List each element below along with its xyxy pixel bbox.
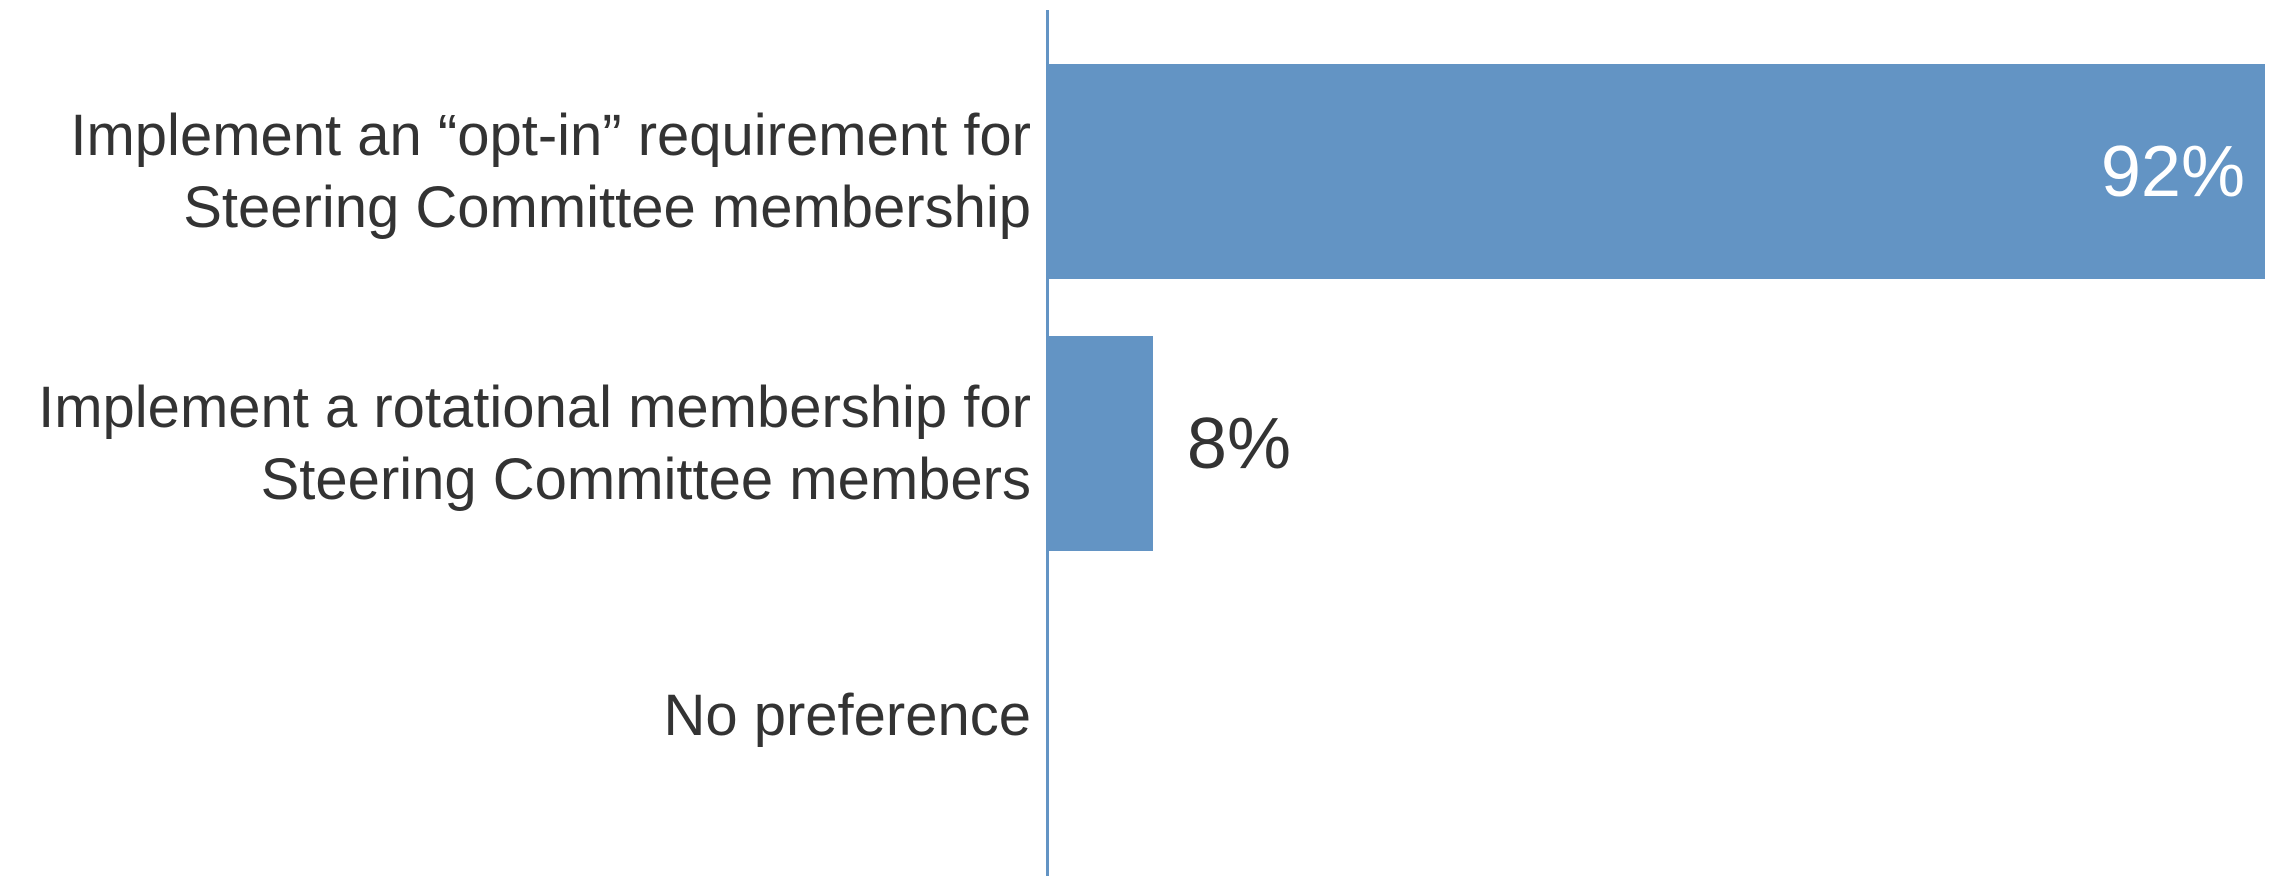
value-label: 92% (2100, 131, 2245, 212)
value-label: 8% (1186, 403, 1291, 484)
category-label: Implement a rotational membership for St… (38, 374, 1031, 512)
bar (1047, 336, 1153, 551)
bar (1047, 64, 2265, 279)
category-label: Implement an “opt-in” requirement for St… (70, 102, 1031, 240)
category-label: No preference (663, 682, 1031, 748)
y-axis-line (1046, 10, 1049, 876)
